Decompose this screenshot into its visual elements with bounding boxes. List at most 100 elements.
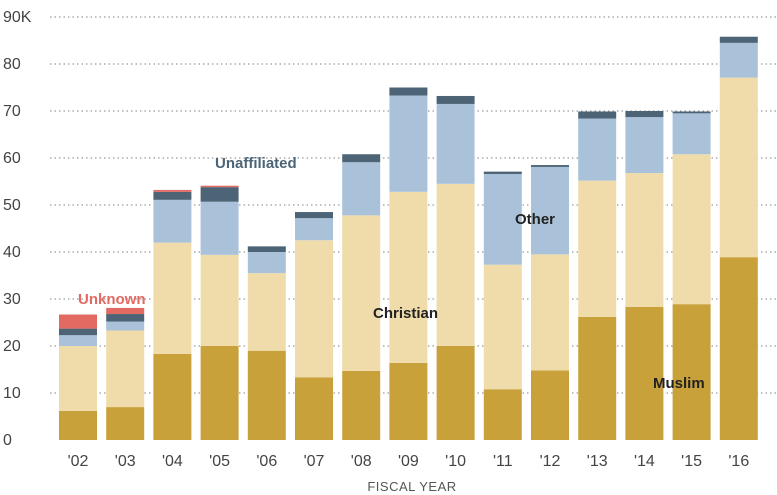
x-tick-label: '13: [587, 453, 608, 470]
x-tick-label: '04: [162, 453, 183, 470]
bar-segment-other: [531, 166, 569, 255]
bar-segment-unaffiliated: [295, 212, 333, 219]
bar-segment-unaffiliated: [106, 314, 145, 322]
bar-segment-unaffiliated: [247, 246, 286, 252]
bar-segment-other: [483, 173, 522, 265]
bar-segment-muslim: [531, 370, 569, 440]
bar-segment-muslim: [59, 410, 97, 440]
bar-segment-other: [153, 199, 192, 243]
bar-segment-christian: [389, 191, 428, 363]
bar-segment-muslim: [342, 370, 381, 440]
bar-stack: [200, 185, 239, 440]
y-tick-label: 80: [3, 56, 21, 73]
bar-stack: [531, 165, 569, 440]
bar-segment-muslim: [719, 257, 758, 440]
bar-segment-other: [200, 201, 239, 255]
x-tick-label: '12: [540, 453, 561, 470]
y-tick-label: 10: [3, 385, 21, 402]
x-tick-label: '14: [634, 453, 655, 470]
bar-segment-christian: [672, 154, 711, 305]
bar-segment-unknown: [59, 314, 97, 329]
x-tick-label: '06: [256, 453, 277, 470]
bar-segment-muslim: [483, 389, 522, 440]
bar-segment-other: [672, 113, 711, 155]
annotation-other: Other: [515, 211, 555, 228]
bar-segment-muslim: [106, 407, 145, 440]
bar-stack: [106, 307, 145, 440]
x-tick-label: '10: [445, 453, 466, 470]
x-tick-label: '11: [493, 453, 513, 470]
bar-segment-unaffiliated: [153, 191, 192, 200]
bar-segment-christian: [719, 77, 758, 258]
bar-segment-christian: [436, 183, 475, 346]
bar-segment-unknown: [106, 307, 145, 315]
y-axis: 0 10 20 30 40 50 60 70 80 90K: [3, 9, 32, 449]
bar-segment-muslim: [672, 304, 711, 440]
bar-segment-other: [578, 118, 617, 181]
bar-stack: [153, 189, 192, 440]
annotations: Unaffiliated Unknown Christian Other Muslim: [78, 155, 705, 392]
bar-segment-unaffiliated: [59, 328, 97, 336]
bar-segment-unaffiliated: [200, 187, 239, 202]
bar-stack: [295, 212, 333, 440]
bar-stack: [625, 111, 664, 440]
bar-segment-christian: [295, 240, 333, 378]
x-tick-label: '02: [68, 453, 89, 470]
annotation-unaffiliated: Unaffiliated: [215, 155, 297, 172]
bar-segment-unaffiliated: [436, 95, 475, 104]
x-axis-label: FISCAL YEAR: [367, 479, 456, 494]
bar-stack: [719, 36, 758, 440]
bar-stack: [578, 111, 617, 440]
x-tick-label: '15: [681, 453, 702, 470]
bar-stack: [59, 314, 97, 440]
bar-segment-other: [106, 321, 145, 331]
bar-segment-unaffiliated: [625, 111, 664, 118]
x-tick-label: '16: [728, 453, 749, 470]
bar-stack: [483, 171, 522, 440]
bar-segment-unaffiliated: [672, 111, 711, 114]
bar-segment-unaffiliated: [342, 154, 381, 163]
y-tick-label: 40: [3, 244, 21, 261]
bar-segment-other: [295, 218, 333, 241]
bar-segment-unknown: [153, 189, 192, 192]
bar-segment-christian: [342, 215, 381, 371]
bar-segment-other: [389, 95, 428, 192]
bar-segment-christian: [59, 346, 97, 411]
bar-segment-christian: [153, 242, 192, 354]
bar-stack: [672, 111, 711, 440]
y-tick-label: 0: [3, 432, 12, 449]
y-tick-label: 70: [3, 103, 21, 120]
bar-segment-muslim: [578, 316, 617, 440]
annotation-christian: Christian: [373, 305, 438, 322]
annotation-unknown: Unknown: [78, 291, 146, 308]
x-tick-label: '05: [209, 453, 230, 470]
x-tick-label: '09: [398, 453, 419, 470]
bar-segment-other: [59, 335, 97, 346]
bars: [59, 36, 758, 440]
bar-segment-christian: [483, 264, 522, 390]
bar-segment-other: [436, 103, 475, 184]
y-tick-label: 30: [3, 291, 21, 308]
x-tick-label: '08: [351, 453, 372, 470]
bar-segment-other: [719, 42, 758, 78]
bar-stack: [247, 246, 286, 440]
bar-segment-other: [247, 252, 286, 274]
bar-segment-muslim: [200, 346, 239, 440]
bar-stack: [389, 87, 428, 440]
bar-segment-christian: [106, 330, 145, 408]
bar-segment-unaffiliated: [719, 36, 758, 43]
y-tick-label: 90K: [3, 9, 32, 26]
y-tick-label: 60: [3, 150, 21, 167]
bar-segment-christian: [625, 173, 664, 307]
bar-segment-muslim: [295, 377, 333, 440]
bar-segment-other: [625, 117, 664, 174]
bar-stack: [342, 154, 381, 440]
annotation-muslim: Muslim: [653, 375, 705, 392]
bar-segment-christian: [200, 254, 239, 346]
bar-segment-christian: [247, 273, 286, 351]
bar-segment-muslim: [247, 350, 286, 440]
y-tick-label: 50: [3, 197, 21, 214]
bar-stack: [436, 95, 475, 440]
bar-segment-other: [342, 162, 381, 216]
